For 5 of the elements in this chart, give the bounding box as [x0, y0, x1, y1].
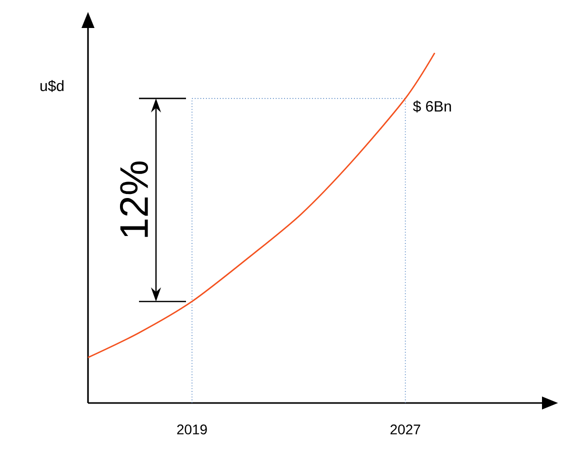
- x-tick-label: 2019: [177, 424, 207, 434]
- x-tick-label: 2027: [390, 424, 420, 434]
- y-axis-title: u$d: [40, 80, 64, 92]
- annotation: $ 6Bn: [413, 100, 451, 112]
- annotation: 12%: [120, 162, 148, 237]
